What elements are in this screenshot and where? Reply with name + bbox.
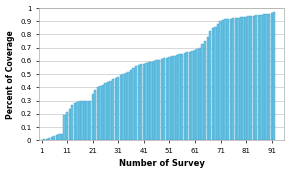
Bar <box>263 14 265 140</box>
Bar <box>194 50 196 140</box>
Bar <box>247 16 250 140</box>
Bar <box>127 72 130 140</box>
Bar <box>273 12 276 140</box>
Bar <box>237 18 240 140</box>
Bar <box>240 17 242 140</box>
Bar <box>186 52 188 140</box>
Bar <box>227 19 229 140</box>
Bar <box>53 136 55 140</box>
Bar <box>107 82 109 140</box>
Bar <box>48 138 50 140</box>
Bar <box>214 27 217 140</box>
Bar <box>51 137 53 140</box>
Bar <box>176 55 178 140</box>
Bar <box>148 62 150 140</box>
Bar <box>224 19 227 140</box>
Bar <box>115 78 117 140</box>
Bar <box>173 56 176 140</box>
Bar <box>94 90 96 140</box>
Bar <box>196 49 199 140</box>
Bar <box>104 83 107 140</box>
Bar <box>217 24 219 140</box>
Bar <box>265 14 268 140</box>
Bar <box>166 58 168 140</box>
Bar <box>212 28 214 140</box>
Bar <box>56 135 58 140</box>
Bar <box>120 76 122 140</box>
Bar <box>178 54 181 140</box>
Bar <box>202 44 204 140</box>
Bar <box>133 68 135 140</box>
Bar <box>242 17 245 140</box>
Bar <box>145 63 148 140</box>
Bar <box>258 15 260 140</box>
Bar <box>199 48 201 140</box>
Bar <box>74 103 76 140</box>
Bar <box>61 134 63 140</box>
Bar <box>140 64 142 140</box>
Bar <box>255 15 258 140</box>
Bar <box>206 37 209 140</box>
Bar <box>253 16 255 140</box>
Bar <box>171 56 173 140</box>
Bar <box>150 62 153 140</box>
Bar <box>143 64 145 140</box>
Bar <box>84 101 86 140</box>
Bar <box>43 139 45 140</box>
Bar <box>71 105 73 140</box>
Bar <box>117 77 119 140</box>
Bar <box>81 101 84 140</box>
Bar <box>163 58 165 140</box>
Bar <box>135 66 137 140</box>
Bar <box>97 87 99 140</box>
Y-axis label: Percent of Coverage: Percent of Coverage <box>6 30 14 118</box>
Bar <box>76 102 79 140</box>
Bar <box>64 115 66 140</box>
Bar <box>46 139 48 140</box>
Bar <box>250 16 252 140</box>
Bar <box>158 60 160 140</box>
Bar <box>260 15 262 140</box>
Bar <box>125 73 127 140</box>
Bar <box>130 70 132 140</box>
Bar <box>86 101 89 140</box>
Bar <box>155 60 158 140</box>
Bar <box>168 57 171 140</box>
Bar <box>122 74 124 140</box>
Bar <box>235 18 237 140</box>
Bar <box>209 30 211 140</box>
Bar <box>92 94 94 140</box>
Bar <box>245 17 247 140</box>
Bar <box>268 14 270 140</box>
Bar <box>66 112 68 140</box>
Bar <box>191 51 193 140</box>
Bar <box>89 101 91 140</box>
Bar <box>161 59 163 140</box>
Bar <box>112 80 114 140</box>
Bar <box>102 85 104 140</box>
Bar <box>58 135 61 140</box>
X-axis label: Number of Survey: Number of Survey <box>119 159 205 168</box>
Bar <box>109 81 112 140</box>
Bar <box>232 18 234 140</box>
Bar <box>189 52 191 140</box>
Bar <box>181 54 183 140</box>
Bar <box>184 53 186 140</box>
Bar <box>99 86 102 140</box>
Bar <box>271 13 273 140</box>
Bar <box>137 65 140 140</box>
Bar <box>230 19 232 140</box>
Bar <box>219 21 222 140</box>
Bar <box>204 41 206 140</box>
Bar <box>222 20 224 140</box>
Bar <box>79 101 81 140</box>
Bar <box>68 109 71 140</box>
Bar <box>153 61 155 140</box>
